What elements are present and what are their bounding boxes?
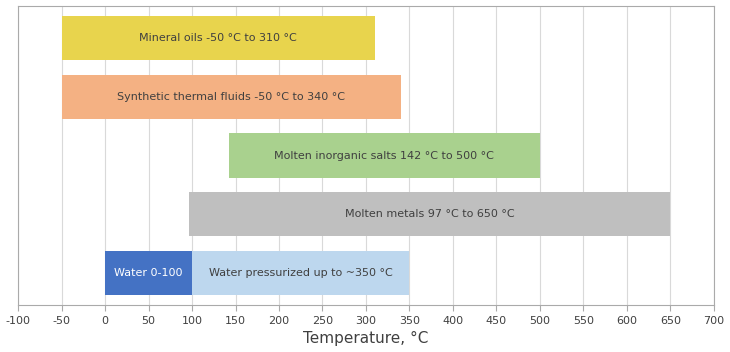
Bar (228, 133, 540, 177)
Bar (192, 251, 410, 295)
Text: Mineral oils -50 °C to 310 °C: Mineral oils -50 °C to 310 °C (139, 33, 297, 43)
Text: Water 0-100: Water 0-100 (115, 268, 182, 278)
Text: Synthetic thermal fluids -50 °C to 340 °C: Synthetic thermal fluids -50 °C to 340 °… (117, 92, 345, 102)
Bar (61, 75, 401, 119)
Bar (61, 16, 374, 60)
Text: Molten inorganic salts 142 °C to 500 °C: Molten inorganic salts 142 °C to 500 °C (274, 151, 494, 161)
Text: Molten metals 97 °C to 650 °C: Molten metals 97 °C to 650 °C (345, 209, 515, 219)
Bar (105, 251, 192, 295)
Text: Water pressurized up to ~350 °C: Water pressurized up to ~350 °C (209, 268, 393, 278)
Bar (189, 192, 670, 236)
X-axis label: Temperature, °C: Temperature, °C (303, 332, 429, 346)
